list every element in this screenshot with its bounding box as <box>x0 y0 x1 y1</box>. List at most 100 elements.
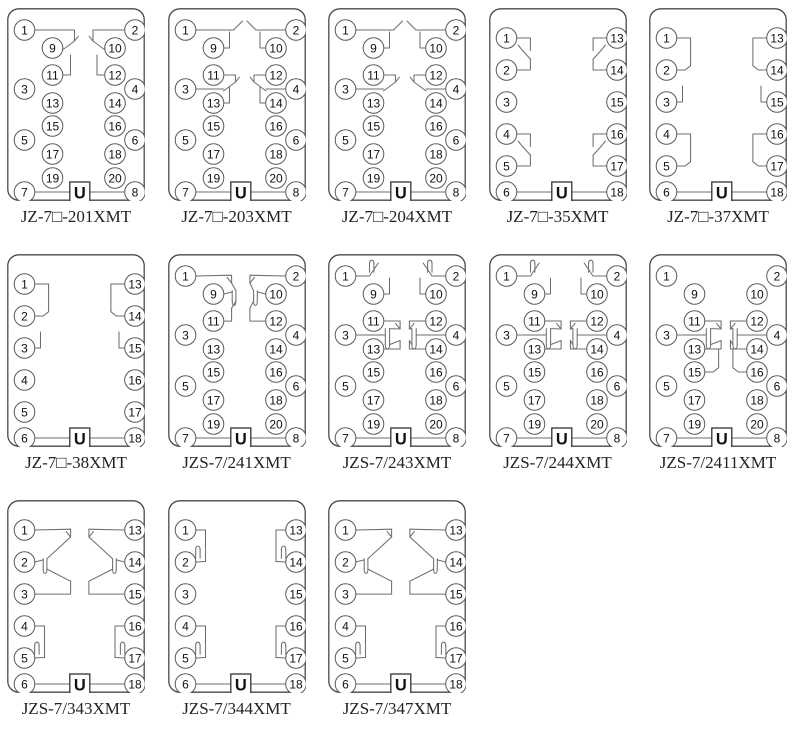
svg-text:5: 5 <box>21 651 28 665</box>
svg-text:16: 16 <box>128 373 142 387</box>
svg-text:4: 4 <box>182 619 189 633</box>
svg-text:17: 17 <box>770 159 784 173</box>
svg-text:5: 5 <box>342 133 349 147</box>
svg-text:2: 2 <box>292 269 299 283</box>
svg-text:18: 18 <box>128 677 142 691</box>
svg-text:5: 5 <box>21 405 28 419</box>
svg-text:1: 1 <box>342 523 349 537</box>
svg-text:6: 6 <box>182 677 189 691</box>
svg-text:1: 1 <box>503 269 510 283</box>
svg-text:11: 11 <box>207 314 220 328</box>
svg-text:18: 18 <box>269 393 283 407</box>
svg-text:1: 1 <box>663 31 670 45</box>
svg-text:6: 6 <box>503 185 510 199</box>
svg-text:14: 14 <box>269 96 283 110</box>
svg-text:1: 1 <box>182 523 189 537</box>
svg-text:1: 1 <box>21 277 28 291</box>
svg-text:19: 19 <box>206 417 220 431</box>
svg-text:12: 12 <box>590 314 604 328</box>
svg-text:18: 18 <box>770 185 784 199</box>
svg-text:15: 15 <box>46 119 60 133</box>
svg-text:18: 18 <box>108 147 122 161</box>
svg-text:17: 17 <box>367 393 381 407</box>
svg-text:13: 13 <box>527 342 541 356</box>
svg-text:16: 16 <box>590 365 604 379</box>
svg-text:8: 8 <box>132 185 139 199</box>
svg-text:7: 7 <box>182 431 189 445</box>
svg-text:10: 10 <box>429 287 443 301</box>
svg-text:19: 19 <box>367 417 381 431</box>
svg-text:16: 16 <box>269 365 283 379</box>
svg-text:8: 8 <box>292 185 299 199</box>
svg-text:19: 19 <box>527 417 541 431</box>
svg-text:U: U <box>395 185 407 202</box>
svg-text:5: 5 <box>342 379 349 393</box>
svg-text:3: 3 <box>342 587 349 601</box>
svg-text:6: 6 <box>21 677 28 691</box>
svg-text:14: 14 <box>610 63 624 77</box>
svg-text:20: 20 <box>269 417 283 431</box>
svg-text:20: 20 <box>269 171 283 185</box>
svg-text:4: 4 <box>453 328 460 342</box>
svg-text:2: 2 <box>663 63 670 77</box>
svg-text:8: 8 <box>453 431 460 445</box>
svg-text:3: 3 <box>503 95 510 109</box>
svg-text:14: 14 <box>429 342 443 356</box>
svg-text:6: 6 <box>663 185 670 199</box>
svg-text:1: 1 <box>503 31 510 45</box>
svg-text:11: 11 <box>207 68 220 82</box>
svg-text:15: 15 <box>449 587 463 601</box>
svg-text:3: 3 <box>21 82 28 96</box>
svg-text:20: 20 <box>750 417 764 431</box>
svg-text:12: 12 <box>269 314 283 328</box>
svg-text:19: 19 <box>206 171 220 185</box>
svg-text:6: 6 <box>132 133 139 147</box>
svg-text:18: 18 <box>429 393 443 407</box>
svg-text:17: 17 <box>610 159 624 173</box>
svg-text:3: 3 <box>342 328 349 342</box>
svg-text:12: 12 <box>269 68 283 82</box>
svg-text:4: 4 <box>663 127 670 141</box>
svg-text:2: 2 <box>182 555 189 569</box>
svg-text:13: 13 <box>770 31 784 45</box>
svg-text:17: 17 <box>527 393 541 407</box>
svg-text:14: 14 <box>770 63 784 77</box>
svg-text:18: 18 <box>429 147 443 161</box>
svg-text:13: 13 <box>367 96 381 110</box>
svg-text:20: 20 <box>590 417 604 431</box>
svg-text:14: 14 <box>750 342 764 356</box>
svg-text:3: 3 <box>182 587 189 601</box>
svg-text:16: 16 <box>770 127 784 141</box>
svg-text:19: 19 <box>688 417 702 431</box>
svg-text:13: 13 <box>128 523 142 537</box>
svg-text:6: 6 <box>21 431 28 445</box>
svg-text:4: 4 <box>292 82 299 96</box>
svg-text:15: 15 <box>128 587 142 601</box>
svg-text:1: 1 <box>342 23 349 37</box>
svg-text:13: 13 <box>688 342 702 356</box>
svg-text:1: 1 <box>21 23 28 37</box>
svg-text:10: 10 <box>269 41 283 55</box>
svg-text:4: 4 <box>503 127 510 141</box>
svg-text:6: 6 <box>774 379 781 393</box>
svg-text:9: 9 <box>691 287 698 301</box>
svg-text:11: 11 <box>367 314 380 328</box>
svg-text:1: 1 <box>342 269 349 283</box>
svg-text:11: 11 <box>528 314 541 328</box>
svg-text:13: 13 <box>206 342 220 356</box>
svg-text:4: 4 <box>774 328 781 342</box>
svg-text:4: 4 <box>21 373 28 387</box>
svg-text:18: 18 <box>750 393 764 407</box>
svg-text:5: 5 <box>182 133 189 147</box>
svg-text:1: 1 <box>21 523 28 537</box>
svg-text:2: 2 <box>503 63 510 77</box>
svg-text:14: 14 <box>429 96 443 110</box>
svg-text:8: 8 <box>292 431 299 445</box>
svg-text:2: 2 <box>774 269 781 283</box>
svg-text:13: 13 <box>206 96 220 110</box>
svg-text:12: 12 <box>750 314 764 328</box>
svg-text:9: 9 <box>210 287 217 301</box>
svg-text:17: 17 <box>46 147 60 161</box>
svg-text:17: 17 <box>449 651 463 665</box>
svg-text:16: 16 <box>269 119 283 133</box>
